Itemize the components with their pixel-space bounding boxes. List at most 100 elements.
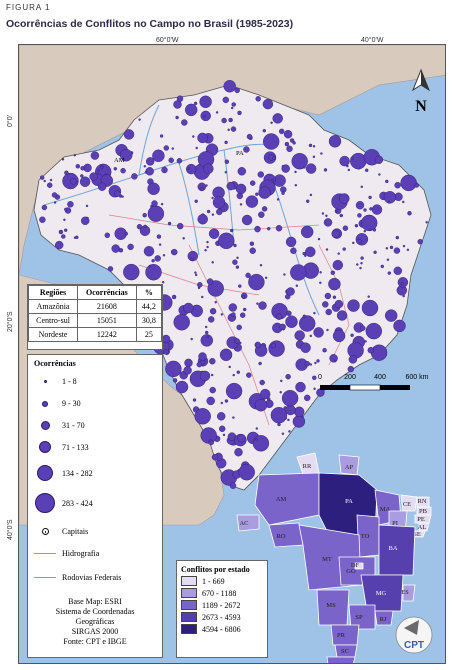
- occurrence-point: [350, 333, 354, 337]
- legend-hidrografia: Hidrografia: [28, 549, 99, 558]
- legend-class-label: 134 - 282: [62, 468, 93, 478]
- occurrence-point: [285, 374, 291, 380]
- occurrence-point: [228, 303, 238, 312]
- legend-dot-icon: [42, 400, 48, 407]
- state-label: MA: [380, 506, 391, 513]
- state-ac[interactable]: [236, 514, 260, 532]
- state-ro[interactable]: [268, 522, 304, 548]
- occurrence-point: [347, 168, 350, 172]
- occurrence-point: [312, 375, 317, 380]
- occurrence-point: [285, 315, 298, 328]
- state-pr[interactable]: [330, 624, 360, 646]
- occurrence-point: [355, 200, 365, 210]
- occurrence-point: [328, 135, 342, 148]
- occurrence-point: [272, 113, 283, 124]
- occurrence-point: [313, 327, 324, 338]
- occurrence-legend-title: Ocorrências: [34, 359, 76, 368]
- occurrence-point: [208, 228, 220, 239]
- occurrence-point: [224, 170, 228, 174]
- occurrence-point: [289, 138, 295, 143]
- state-ce[interactable]: [400, 494, 418, 512]
- occurrence-point: [281, 432, 285, 435]
- state-legend-row: 1189 - 2672: [181, 600, 267, 610]
- occurrence-point: [339, 213, 343, 218]
- occurrence-point: [198, 352, 207, 361]
- state-am[interactable]: [254, 472, 320, 526]
- occurrence-point: [228, 117, 233, 123]
- region-count: 12242: [77, 327, 137, 342]
- occurrence-point: [249, 180, 256, 186]
- occurrence-point: [215, 111, 219, 114]
- region-name: Centro-sul: [27, 313, 79, 328]
- occurrence-point: [336, 310, 348, 321]
- occurrence-point: [277, 422, 281, 427]
- occurrence-point: [294, 183, 297, 187]
- occurrence-point: [275, 313, 283, 320]
- occurrence-point: [319, 271, 322, 274]
- occurrence-point: [295, 381, 306, 393]
- state-label: ES: [401, 589, 409, 596]
- occurrence-point: [305, 163, 317, 174]
- occurrence-point: [417, 238, 423, 245]
- state-label: BA: [388, 545, 397, 552]
- occurrence-point: [151, 258, 155, 263]
- occurrence-point: [163, 145, 170, 151]
- scale-tick-0: 0: [318, 374, 322, 381]
- occurrence-point: [211, 454, 219, 461]
- occurrence-point: [194, 273, 198, 277]
- occurrence-point: [234, 87, 240, 94]
- occurrence-point: [330, 270, 335, 275]
- occurrence-point: [294, 170, 297, 174]
- occurrence-point: [368, 195, 372, 200]
- occurrence-point: [385, 247, 389, 250]
- occurrence-point: [156, 234, 162, 239]
- figure-label: FIGURA 1: [6, 3, 51, 12]
- occurrence-point: [79, 176, 91, 187]
- occurrence-point: [40, 175, 45, 180]
- occurrence-point: [266, 226, 271, 231]
- occurrence-point: [356, 263, 359, 266]
- occurrence-point: [354, 223, 359, 228]
- occurrence-point: [290, 247, 297, 255]
- legend-dot-icon: [37, 465, 53, 481]
- state-al[interactable]: [418, 522, 430, 532]
- occurrence-point: [276, 198, 280, 201]
- occurrence-point: [64, 170, 69, 176]
- occurrence-point: [219, 348, 233, 361]
- occurrence-point: [393, 319, 406, 333]
- occurrence-point: [258, 211, 265, 218]
- figure-title: Ocorrências de Conflitos no Campo no Bra…: [6, 18, 294, 30]
- occurrence-point: [53, 201, 57, 204]
- state-sp[interactable]: [348, 604, 376, 630]
- occurrence-point: [172, 378, 178, 383]
- occurrence-point: [275, 224, 283, 232]
- region-percent: 25: [135, 327, 163, 342]
- occurrence-point: [286, 287, 295, 296]
- state-df[interactable]: [354, 562, 364, 570]
- occurrence-point: [89, 172, 98, 181]
- occurrence-point: [407, 210, 412, 216]
- occurrence-point: [348, 355, 358, 364]
- occurrence-point: [124, 231, 129, 236]
- occurrence-point: [325, 214, 328, 218]
- occurrence-point: [241, 214, 253, 226]
- state-rj[interactable]: [374, 610, 394, 626]
- occurrence-point: [246, 133, 253, 140]
- state-legend-title: Conflitos por estado: [181, 565, 250, 574]
- occurrence-point: [361, 214, 378, 232]
- state-mg[interactable]: [360, 574, 404, 612]
- occurrence-point: [216, 412, 226, 421]
- legend-dot-icon: [35, 493, 55, 513]
- state-es[interactable]: [402, 584, 416, 602]
- state-rs[interactable]: [326, 656, 356, 664]
- occurrence-point: [347, 299, 360, 312]
- occurrence-point: [367, 347, 374, 354]
- occurrence-point: [233, 243, 237, 248]
- state-ba[interactable]: [378, 524, 416, 576]
- occurrence-point: [183, 302, 194, 314]
- occurrence-point: [147, 205, 165, 222]
- occurrence-point: [288, 430, 291, 433]
- occurrence-point: [290, 264, 307, 281]
- occurrence-point: [369, 228, 372, 232]
